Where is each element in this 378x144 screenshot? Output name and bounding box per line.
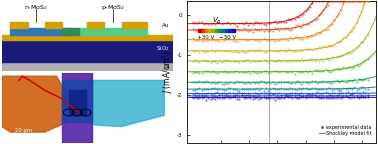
Bar <box>11 22 28 28</box>
Bar <box>202 29 205 32</box>
Text: Si: Si <box>164 64 169 69</box>
Bar <box>68 90 86 115</box>
Text: $V_g$: $V_g$ <box>212 15 222 27</box>
Bar <box>2 35 173 40</box>
Bar <box>11 28 70 35</box>
Bar <box>209 29 212 32</box>
Bar <box>62 28 79 35</box>
Text: 20 μm: 20 μm <box>15 128 32 133</box>
Bar <box>225 29 228 32</box>
Y-axis label: $J$ (mA/cm$^2$): $J$ (mA/cm$^2$) <box>161 50 175 94</box>
Bar <box>198 29 202 32</box>
Text: Au: Au <box>162 23 169 28</box>
Bar <box>2 40 173 62</box>
Bar <box>87 22 104 28</box>
Bar <box>205 29 209 32</box>
Bar <box>45 22 62 28</box>
Text: SiO$_2$: SiO$_2$ <box>156 44 169 53</box>
Polygon shape <box>2 76 67 132</box>
Bar <box>222 29 225 32</box>
Legend: experimental data, Shockley model fit: experimental data, Shockley model fit <box>317 123 374 138</box>
Bar <box>79 28 147 35</box>
Text: +30 V: +30 V <box>197 35 214 40</box>
Bar <box>218 29 222 32</box>
Bar <box>228 29 232 32</box>
Polygon shape <box>87 80 164 127</box>
Bar <box>232 29 235 32</box>
Bar <box>215 29 218 32</box>
Text: n-MoS$_2$: n-MoS$_2$ <box>24 3 48 12</box>
Bar <box>62 73 93 143</box>
Bar <box>62 80 93 122</box>
Bar <box>122 22 147 28</box>
Text: −30 V: −30 V <box>219 35 237 40</box>
Bar <box>212 29 215 32</box>
Bar <box>2 62 173 71</box>
Text: p-MoS$_2$: p-MoS$_2$ <box>101 3 125 12</box>
